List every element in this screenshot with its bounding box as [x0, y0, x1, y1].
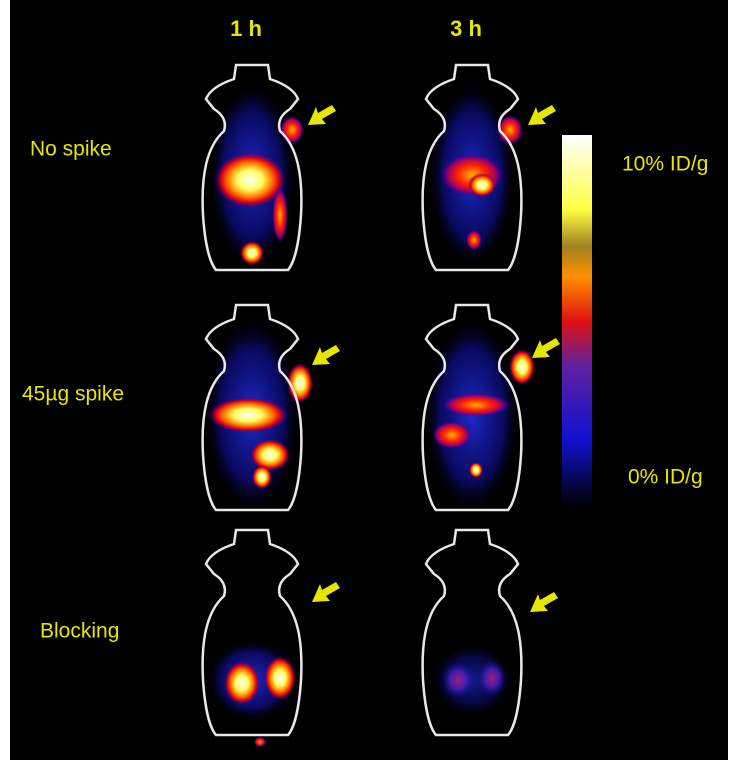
column-header: 1 h — [230, 16, 262, 41]
colorbar-max-label: 10% ID/g — [622, 153, 708, 176]
row-label: No spike — [30, 138, 112, 161]
background — [10, 0, 728, 760]
colorbar-min-label: 0% ID/g — [628, 466, 703, 489]
colorbar — [562, 135, 592, 507]
column-header: 3 h — [450, 16, 482, 41]
row-label: Blocking — [40, 620, 119, 643]
row-label: 45µg spike — [22, 383, 124, 406]
figure: 1 h 3 h No spike 45µg spike Blocking — [0, 0, 736, 769]
